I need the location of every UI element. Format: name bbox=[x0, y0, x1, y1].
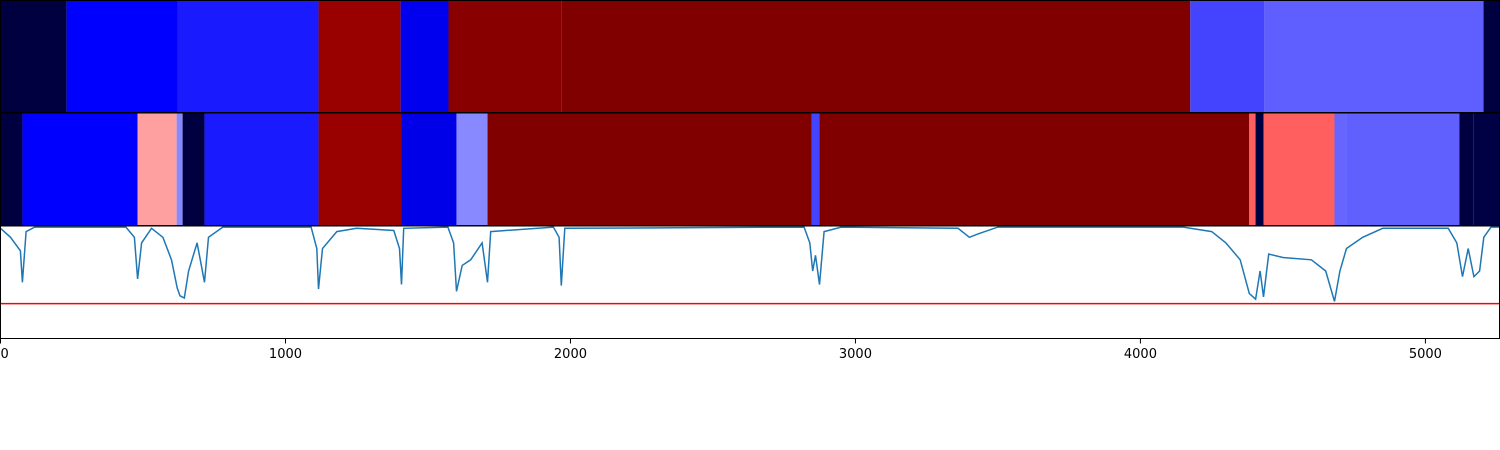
segment bbox=[819, 113, 1250, 226]
x-tick-label: 5000 bbox=[1409, 347, 1442, 362]
segment bbox=[0, 113, 23, 226]
segment bbox=[1483, 0, 1500, 113]
score-line bbox=[0, 226, 1500, 302]
segment bbox=[1249, 113, 1256, 226]
segment bbox=[1473, 113, 1500, 226]
segment bbox=[137, 113, 177, 226]
x-tick-label: 3000 bbox=[839, 347, 872, 362]
segment bbox=[318, 0, 401, 113]
x-tick-label: 0 bbox=[1, 347, 9, 362]
segment bbox=[401, 113, 457, 226]
segment bbox=[176, 113, 183, 226]
segment bbox=[204, 113, 319, 226]
segment bbox=[177, 0, 319, 113]
segment bbox=[1459, 113, 1474, 226]
segment bbox=[561, 0, 1191, 113]
panel-frame bbox=[0, 225, 1500, 339]
segment bbox=[1263, 113, 1335, 226]
x-tick-label: 2000 bbox=[554, 347, 587, 362]
segment bbox=[448, 0, 562, 113]
segment bbox=[0, 0, 67, 113]
segment bbox=[1346, 113, 1460, 226]
segment bbox=[1190, 0, 1265, 113]
segment bbox=[66, 0, 178, 113]
segment bbox=[811, 113, 820, 226]
x-tick-label: 1000 bbox=[269, 347, 302, 362]
segment bbox=[456, 113, 488, 226]
segment bbox=[1334, 113, 1347, 226]
x-tick-label: 4000 bbox=[1124, 347, 1157, 362]
segment bbox=[1255, 113, 1264, 226]
segment bbox=[318, 113, 402, 226]
segment bbox=[182, 113, 205, 226]
segment bbox=[487, 113, 812, 226]
segment bbox=[400, 0, 449, 113]
segment bbox=[1264, 0, 1484, 113]
segment bbox=[22, 113, 138, 226]
